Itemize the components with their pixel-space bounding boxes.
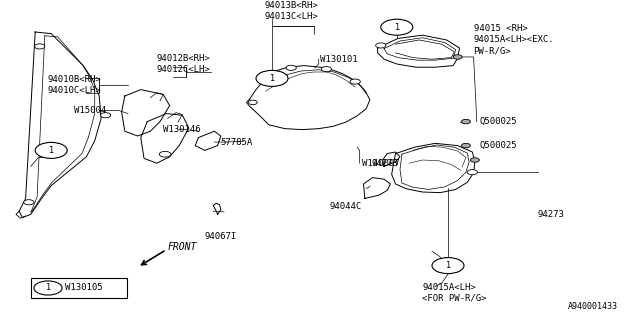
Text: 94015A<LH>
<FOR PW-R/G>: 94015A<LH> <FOR PW-R/G> (422, 283, 487, 303)
Circle shape (376, 43, 386, 48)
Text: 1: 1 (394, 23, 399, 32)
Text: 57785A: 57785A (221, 138, 253, 147)
Circle shape (256, 70, 288, 86)
Circle shape (467, 170, 477, 175)
Text: W130105: W130105 (65, 284, 103, 292)
Text: A940001433: A940001433 (568, 302, 618, 311)
Text: FRONT: FRONT (168, 242, 197, 252)
Text: 1: 1 (445, 261, 451, 270)
Text: 94273: 94273 (371, 159, 398, 168)
Text: W130101: W130101 (320, 55, 358, 64)
Text: 94273: 94273 (538, 210, 564, 219)
Text: 94012B<RH>
94012C<LH>: 94012B<RH> 94012C<LH> (157, 54, 211, 74)
Circle shape (432, 258, 464, 274)
Text: W15004: W15004 (74, 106, 106, 115)
Circle shape (453, 55, 462, 59)
Text: 1: 1 (45, 284, 51, 292)
Text: W140007: W140007 (362, 159, 399, 168)
FancyBboxPatch shape (31, 278, 127, 298)
Text: 94044C: 94044C (330, 202, 362, 211)
Circle shape (35, 142, 67, 158)
Text: 94010B<RH>
94010C<LH>: 94010B<RH> 94010C<LH> (48, 75, 102, 95)
Text: W130146: W130146 (163, 125, 201, 134)
Text: 1: 1 (269, 74, 275, 83)
Text: 1: 1 (49, 146, 54, 155)
Text: 94067I: 94067I (205, 232, 237, 241)
Circle shape (34, 281, 62, 295)
Text: 94013B<RH>
94013C<LH>: 94013B<RH> 94013C<LH> (264, 1, 318, 21)
Circle shape (381, 19, 413, 35)
Circle shape (470, 158, 479, 162)
Circle shape (321, 67, 332, 72)
Circle shape (461, 119, 470, 124)
Circle shape (100, 113, 111, 118)
Text: Q500025: Q500025 (480, 141, 518, 150)
Circle shape (35, 44, 45, 49)
Text: Q500025: Q500025 (480, 117, 518, 126)
Circle shape (248, 100, 257, 105)
Circle shape (159, 151, 171, 157)
Circle shape (24, 200, 34, 205)
Text: 94015 <RH>
94015A<LH><EXC.
PW-R/G>: 94015 <RH> 94015A<LH><EXC. PW-R/G> (474, 24, 554, 56)
Circle shape (286, 65, 296, 70)
Circle shape (350, 79, 360, 84)
Circle shape (461, 143, 470, 148)
